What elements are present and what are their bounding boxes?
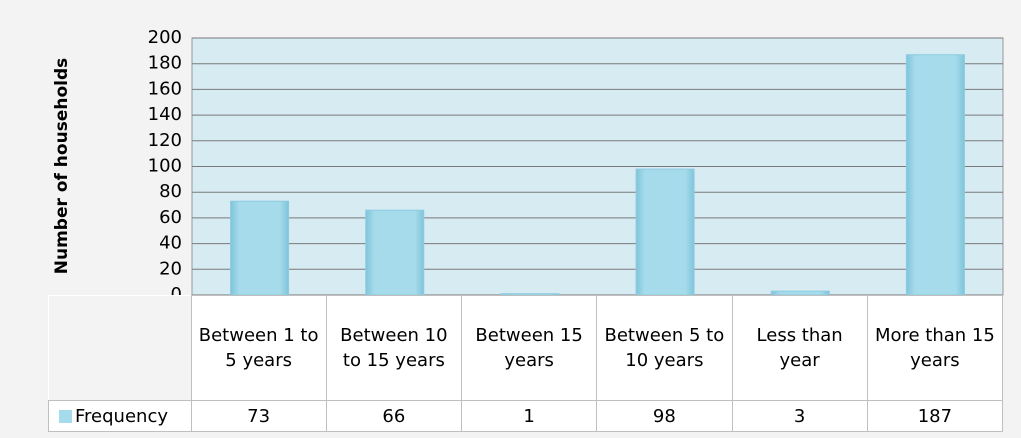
bar <box>230 200 290 296</box>
y-tick-label: 200 <box>148 27 182 48</box>
y-tick-label: 140 <box>148 104 182 125</box>
legend-cell: Frequency <box>48 400 192 432</box>
y-tick-label: 20 <box>159 258 182 279</box>
y-tick-label: 100 <box>148 156 182 177</box>
value-cell: 66 <box>325 400 463 432</box>
y-tick-label: 40 <box>159 233 182 254</box>
y-tick-label: 120 <box>148 130 182 151</box>
data-table: Between 1 to 5 years Between 10 to 15 yea… <box>48 295 1004 432</box>
bar <box>635 168 695 296</box>
category-label: Between 10 to 15 years <box>325 295 463 401</box>
corner <box>48 295 192 401</box>
value-cell: 98 <box>596 400 733 432</box>
category-label: More than 15 years <box>866 295 1004 401</box>
value-cell: 3 <box>731 400 868 432</box>
bar <box>365 209 425 296</box>
y-tick-label: 0 <box>171 284 182 305</box>
y-tick-label: 160 <box>148 78 182 99</box>
value-cell: 73 <box>190 400 327 432</box>
legend-key <box>59 409 72 423</box>
category-label: Between 15 years <box>460 295 598 401</box>
category-label: Less than year <box>731 295 868 401</box>
y-tick-label: 80 <box>159 181 182 202</box>
y-axis-label: Number of households <box>52 58 72 274</box>
category-label: Between 5 to 10 years <box>596 295 733 401</box>
value-cell: 1 <box>460 400 598 432</box>
bar <box>500 293 560 296</box>
y-tick-label: 180 <box>148 53 182 74</box>
y-tick-label: 60 <box>159 207 182 228</box>
value-cell: 187 <box>866 400 1004 432</box>
bar <box>770 290 830 296</box>
category-label: Between 1 to 5 years <box>190 295 327 401</box>
bar <box>905 54 965 296</box>
legend-label: Frequency <box>75 405 168 427</box>
